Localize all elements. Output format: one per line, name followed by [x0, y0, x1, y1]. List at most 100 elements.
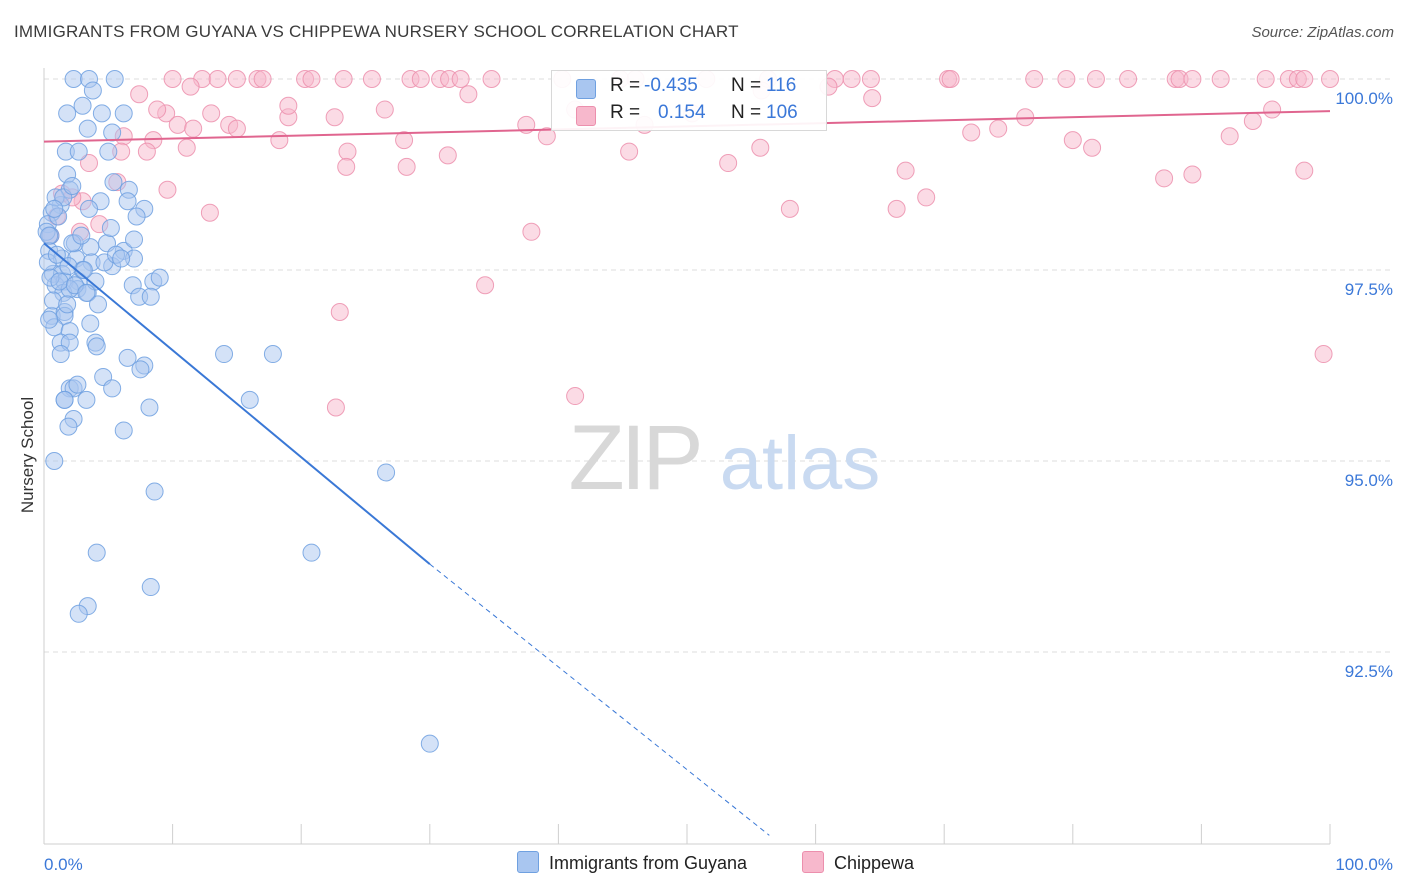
point-guyana: [77, 390, 96, 409]
point-guyana: [141, 578, 160, 597]
point-guyana: [114, 421, 133, 440]
point-chippewa: [1243, 112, 1262, 131]
point-guyana: [263, 345, 282, 364]
legend-swatch-guyana: [576, 79, 596, 99]
point-chippewa: [941, 70, 960, 88]
point-chippewa: [1155, 169, 1174, 188]
legend-r-value-chippewa: 0.154: [658, 102, 706, 123]
point-guyana: [83, 81, 102, 100]
point-guyana: [55, 390, 74, 409]
point-chippewa: [411, 70, 430, 88]
point-chippewa: [177, 138, 196, 157]
point-chippewa: [181, 77, 200, 96]
point-chippewa: [719, 154, 738, 173]
point-chippewa: [330, 303, 349, 322]
point-chippewa: [397, 157, 416, 176]
bottom-legend-swatch-guyana: [517, 851, 539, 873]
point-chippewa: [302, 70, 321, 88]
legend-r-label: R =: [610, 102, 641, 123]
point-guyana: [302, 543, 321, 562]
point-chippewa: [896, 161, 915, 180]
point-chippewa: [337, 157, 356, 176]
legend-r-value-guyana: -0.435: [644, 75, 698, 96]
point-chippewa: [620, 142, 639, 161]
point-chippewa: [168, 115, 187, 134]
chart-title: IMMIGRANTS FROM GUYANA VS CHIPPEWA NURSE…: [14, 22, 739, 41]
point-chippewa: [158, 180, 177, 199]
point-guyana: [118, 192, 137, 211]
point-guyana: [45, 452, 64, 470]
point-guyana: [103, 123, 122, 142]
point-guyana: [125, 230, 144, 249]
point-chippewa: [334, 70, 353, 88]
point-chippewa: [522, 222, 541, 241]
point-guyana: [73, 96, 92, 115]
point-guyana: [50, 272, 69, 291]
point-chippewa: [326, 398, 345, 417]
legend-n-value-chippewa: 106: [766, 102, 798, 123]
point-chippewa: [476, 276, 495, 295]
point-guyana: [99, 142, 118, 161]
point-guyana: [140, 398, 159, 417]
point-guyana: [89, 295, 108, 314]
legend-n-label: N =: [731, 75, 762, 96]
trend-line-guyana: [43, 242, 431, 565]
point-chippewa: [780, 199, 799, 218]
y-tick-label: 92.5%: [1345, 662, 1393, 681]
point-chippewa: [887, 199, 906, 218]
point-chippewa: [362, 70, 381, 88]
point-chippewa: [270, 131, 289, 150]
legend-swatch-chippewa: [576, 106, 596, 126]
point-chippewa: [184, 119, 203, 138]
point-chippewa: [148, 100, 167, 119]
point-guyana: [59, 257, 78, 276]
point-guyana: [114, 104, 133, 123]
point-guyana: [101, 218, 120, 237]
legend-n-value-guyana: 116: [766, 75, 797, 96]
point-guyana: [80, 199, 99, 218]
bottom-legend-chippewa: Chippewa: [802, 851, 914, 874]
point-guyana: [64, 70, 83, 88]
point-guyana: [103, 379, 122, 398]
point-chippewa: [451, 70, 470, 88]
data-points: [37, 70, 1339, 753]
point-guyana: [104, 173, 123, 192]
point-chippewa: [863, 89, 882, 108]
point-chippewa: [227, 119, 246, 138]
point-chippewa: [1083, 138, 1102, 157]
point-chippewa: [130, 85, 149, 104]
point-chippewa: [338, 142, 357, 161]
stats-legend: R = -0.435 N = 116 R = 0.154 N = 106: [551, 70, 827, 131]
point-chippewa: [989, 119, 1008, 138]
point-chippewa: [1057, 70, 1076, 88]
point-chippewa: [1025, 70, 1044, 88]
y-tick-label: 95.0%: [1345, 471, 1393, 490]
watermark-atlas: atlas: [720, 421, 881, 506]
bottom-legend-guyana: Immigrants from Guyana: [517, 851, 747, 874]
point-chippewa: [163, 70, 182, 88]
point-chippewa: [537, 127, 556, 146]
point-guyana: [45, 199, 64, 218]
point-guyana: [131, 360, 150, 379]
point-chippewa: [482, 70, 501, 88]
point-guyana: [92, 104, 111, 123]
legend-r-label: R =: [610, 75, 641, 96]
point-chippewa: [861, 70, 880, 88]
point-chippewa: [80, 154, 99, 173]
point-chippewa: [395, 131, 414, 150]
point-guyana: [118, 348, 137, 367]
point-guyana: [40, 226, 59, 245]
point-guyana: [215, 345, 234, 364]
point-guyana: [63, 176, 82, 195]
point-guyana: [420, 734, 439, 753]
point-chippewa: [1256, 70, 1275, 88]
point-chippewa: [1183, 70, 1202, 88]
point-guyana: [69, 604, 88, 623]
point-chippewa: [1295, 161, 1314, 180]
point-guyana: [68, 375, 87, 394]
point-chippewa: [1321, 70, 1339, 88]
point-guyana: [40, 310, 59, 329]
axes: [43, 68, 1331, 845]
grid-lines: [44, 78, 1393, 653]
point-guyana: [59, 417, 78, 436]
